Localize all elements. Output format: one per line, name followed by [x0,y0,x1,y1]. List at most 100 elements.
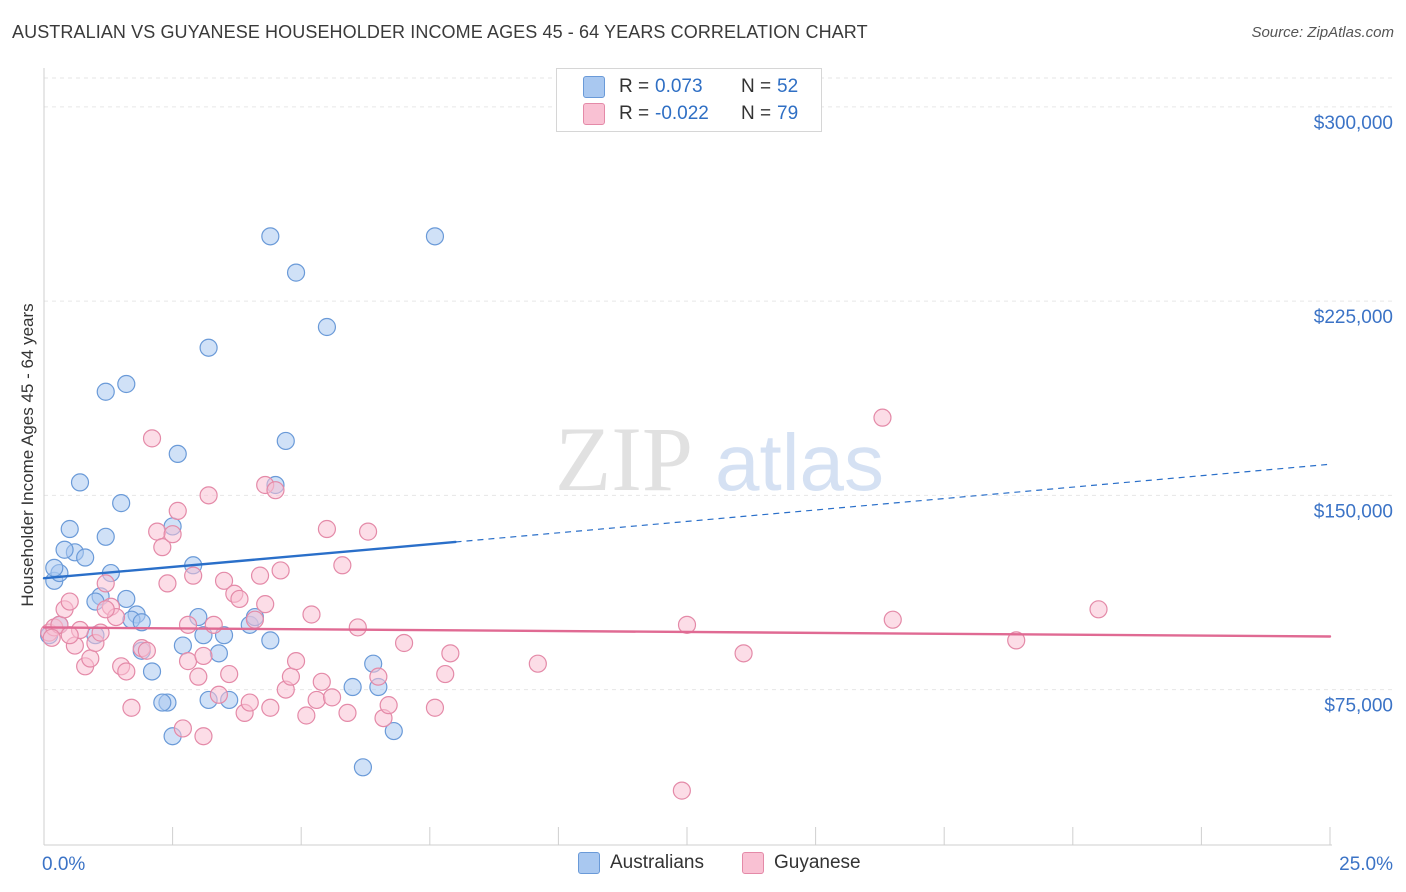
point-australians [173,636,192,655]
point-guyanese [317,519,337,539]
point-guyanese [1089,600,1108,619]
point-guyanese [333,556,352,575]
legend-r-value: 0.073 [655,76,703,97]
point-australians [384,721,403,741]
point-australians [60,519,79,539]
point-australians [168,444,187,464]
watermark: ZIP atlas [555,408,884,510]
point-guyanese [199,486,218,505]
point-australians [286,263,306,282]
point-guyanese [142,429,162,448]
point-guyanese [281,667,301,686]
point-australians [209,644,228,663]
point-australians [353,758,373,777]
data-points [40,227,1108,800]
point-guyanese [1007,631,1026,650]
point-guyanese [271,561,290,580]
point-australians [55,540,74,559]
bottom-legend-label: Australians [610,852,704,873]
legend-n-value: 52 [777,76,799,97]
stats-legend: R = 0.073 N = 52 R = -0.022 N = 79 [556,68,822,132]
tick-labels: $75,000 $150,000 $225,000 $300,000 0.0% 25.0% [42,113,1393,875]
point-guyanese [369,667,388,686]
legend-r-label: R = [619,76,650,97]
bottom-legend-label: Guyanese [774,852,861,873]
source-label: Source: ZipAtlas.com [1251,24,1394,41]
point-guyanese [379,696,398,715]
point-guyanese [358,522,378,541]
y-tick-label: $75,000 [1324,696,1393,717]
point-guyanese [148,522,167,541]
point-guyanese [312,672,331,691]
x-tick-label: 0.0% [42,854,85,875]
point-australians [76,548,95,567]
point-guyanese [173,719,192,738]
point-guyanese [256,595,275,614]
legend-n-label: N = [741,76,772,97]
legend-n-value: 79 [777,103,799,124]
point-australians [117,374,136,394]
point-guyanese [220,664,239,684]
point-guyanese [286,652,306,671]
point-guyanese [81,649,100,668]
point-guyanese [168,501,187,520]
chart-title: AUSTRALIAN VS GUYANESE HOUSEHOLDER INCOM… [12,22,868,42]
point-australians [96,527,115,546]
point-guyanese [338,703,357,723]
point-australians [317,317,337,337]
point-australians [261,631,280,650]
point-guyanese [178,615,198,634]
point-australians [132,613,151,632]
axes [43,68,1332,846]
point-guyanese [302,605,321,624]
trend-lines [42,463,1332,638]
point-guyanese [117,662,136,681]
point-guyanese [307,690,326,710]
legend-row-australians: R = 0.073 N = 52 [583,75,798,99]
legend-swatch-guyanese [583,103,605,125]
point-australians [425,227,445,246]
point-australians [142,662,162,681]
point-guyanese [425,698,445,717]
point-australians [70,473,90,492]
point-guyanese [441,644,460,663]
point-guyanese [261,698,280,717]
point-guyanese [194,646,213,666]
point-guyanese [96,574,115,593]
trend-line-guyanese [42,626,1332,638]
point-guyanese [677,615,697,634]
trend-line-extension-australians [455,463,1331,543]
point-australians [261,227,280,246]
point-guyanese [194,727,213,746]
bottom-legend-guyanese[interactable]: Guyanese [742,852,861,874]
y-tick-label: $225,000 [1314,307,1393,328]
legend-swatch-australians [583,76,605,98]
bottom-legend-swatch-guyanese [742,852,764,874]
legend-n-label: N = [741,103,772,124]
legend-row-guyanese: R = -0.022 N = 79 [583,102,798,126]
point-guyanese [158,574,177,593]
point-guyanese [42,628,61,647]
point-guyanese [322,688,342,707]
point-guyanese [672,781,691,800]
point-australians [153,693,172,712]
point-guyanese [528,654,547,673]
point-guyanese [209,685,228,704]
point-guyanese [184,566,203,585]
point-australians [96,382,115,401]
bottom-legend-australians[interactable]: Australians [578,852,704,874]
trend-line-australians [42,540,457,580]
point-guyanese [883,610,902,629]
y-tick-label: $300,000 [1314,113,1393,134]
point-guyanese [178,652,198,671]
point-guyanese [436,664,455,684]
y-tick-label: $150,000 [1314,501,1393,522]
x-tick-label: 25.0% [1339,854,1393,875]
point-guyanese [122,698,141,717]
point-guyanese [297,706,316,725]
point-australians [45,558,64,577]
point-guyanese [214,571,234,590]
point-australians [343,677,362,697]
point-guyanese [60,592,79,611]
